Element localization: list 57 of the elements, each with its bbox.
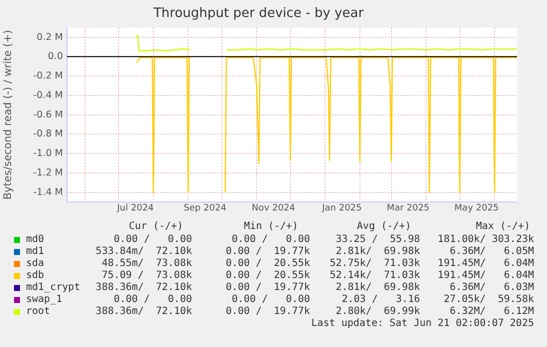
text: 533.84m/ 72.10k [96,246,192,258]
text: 191.45M/ 6.04M [438,270,534,282]
text: 0.00 / 20.55k [226,270,310,282]
text: 388.36m/ 72.10k [96,282,192,294]
legend-label: md1 [26,246,44,258]
text: 0.00 / 0.00 [114,294,192,306]
text: 0.00 / 19.77k [226,282,310,294]
x-tick-label: Jan 2025 [321,204,362,214]
x-tick-label: Sep 2024 [184,204,227,214]
x-tick-label: May 2025 [454,204,499,214]
text: 191.45M/ 6.04M [438,258,534,270]
text: 2.81k/ 69.98k [336,282,420,294]
legend-label: md1_crypt [26,282,80,294]
text: 75.09 / 73.08k [102,270,192,282]
text: 52.75k/ 71.03k [330,258,420,270]
legend-label: swap_1 [26,294,62,306]
text: 181.00k/ 303.23k [438,234,534,246]
text: 0.00 / 0.00 [114,234,192,246]
text: 0.00 / 20.55k [226,258,310,270]
text: Last update: Sat Jun 21 02:00:07 2025 [311,318,534,330]
text: 388.36m/ 72.10k [96,306,192,318]
y-axis-title: Bytes/second read (-) / write (+) [2,30,14,200]
text: 0.00 / 0.00 [232,294,310,306]
text: Cur (-/+) [128,221,184,233]
text: Avg (-/+) [356,221,412,233]
text: Min (-/+) [244,221,298,233]
text: 6.36M/ 6.05M [450,246,534,258]
text: 6.36M/ 6.03M [450,282,534,294]
legend-label: sda [26,258,44,270]
legend-label: root [26,306,50,318]
chart-title: Throughput per device - by year [152,6,364,22]
text: Max (-/+) [476,221,530,233]
y-tick-label: -1.4 M [33,186,63,198]
text: 33.25 / 55.98 [336,234,420,246]
y-tick-label: -0.6 M [33,109,63,120]
text: 2.80k/ 69.99k [336,306,420,318]
y-tick-label: -1.0 M [33,148,63,160]
text: 2.81k/ 69.98k [336,246,420,258]
x-tick-label: Mar 2025 [386,204,430,214]
y-tick-label: 0.0 [48,51,63,62]
text: 2.03 / 3.16 [342,294,420,306]
y-tick-label: -0.2 M [33,70,63,82]
y-tick-label: 0.2 M [36,32,63,43]
text: 0.00 / 19.77k [226,306,310,318]
text: 48.55m/ 73.08k [102,258,192,270]
legend-label: md0 [26,234,44,246]
text: 0.00 / 19.77k [226,246,310,258]
x-tick-label: Jul 2024 [116,204,154,214]
text: 0.00 / 0.00 [232,234,310,246]
text: 6.32M/ 6.12M [450,306,534,318]
text: 52.14k/ 71.03k [330,270,420,282]
x-tick-label: Nov 2024 [252,204,296,214]
text: 27.05k/ 59.58k [444,294,534,306]
y-tick-label: -0.4 M [33,90,63,101]
legend-label: sdb [26,270,44,282]
y-tick-label: -0.8 M [33,128,63,140]
y-tick-label: -1.2 M [33,167,63,178]
